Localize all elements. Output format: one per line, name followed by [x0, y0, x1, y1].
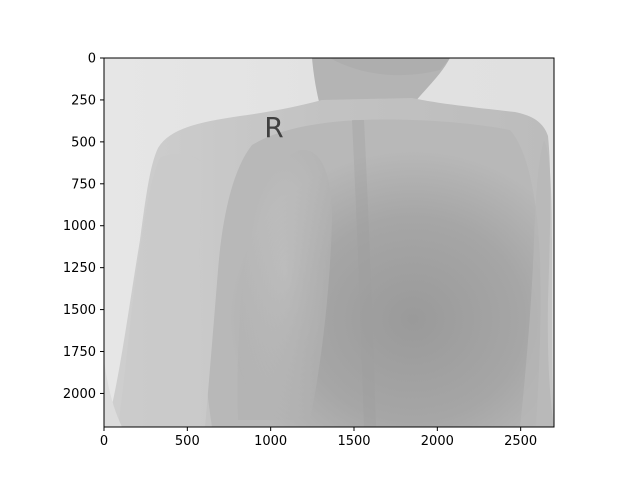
y-axis: 0 250 500 750 1000 1250 1500 1750 2000	[63, 52, 104, 402]
y-tick-label: 1000	[63, 219, 96, 234]
y-tick-label: 0	[88, 52, 96, 67]
y-tick-label: 1500	[63, 303, 96, 318]
x-tick-label: 1500	[337, 434, 370, 449]
x-tick-label: 2500	[504, 434, 537, 449]
y-tick-label: 1750	[63, 345, 96, 360]
y-tick-label: 500	[71, 135, 96, 150]
x-tick-label: 2000	[421, 434, 454, 449]
x-tick-label: 1000	[254, 434, 287, 449]
y-tick-label: 750	[71, 177, 96, 192]
x-tick-label: 500	[175, 434, 200, 449]
x-axis: 0 500 1000 1500 2000 2500	[100, 427, 537, 449]
r-marker: R	[264, 111, 283, 144]
x-tick-label: 0	[100, 434, 108, 449]
radiograph-image	[104, 58, 554, 427]
y-tick-label: 250	[71, 93, 96, 108]
y-tick-label: 2000	[63, 387, 96, 402]
axes-frame	[103, 57, 555, 428]
y-tick-label: 1250	[63, 261, 96, 276]
